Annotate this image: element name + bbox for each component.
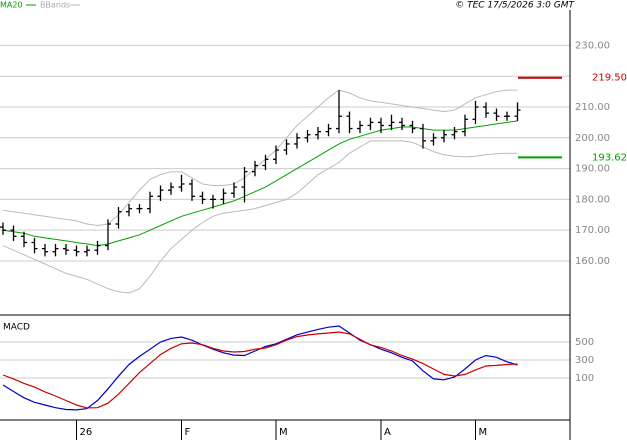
y-tick-label: 100 [575,373,594,384]
y-tick-label: 200.00 [575,133,610,144]
price-marker-label: 219.50 [592,73,627,84]
x-tick-label: M [479,427,488,438]
price-marker-bg [572,70,626,85]
x-tick-label: 26 [80,427,93,438]
source: © TEC 17/5/2026 3:0 GMT [455,1,575,11]
y-tick-label: 230.00 [575,40,610,51]
macd-line [2,331,518,409]
x-tick-label: A [384,427,391,438]
ma20-line [2,120,518,247]
y-tick-label: 180.00 [575,194,610,205]
y-tick-label: 160.00 [575,256,610,267]
macd-title: MACD [3,323,30,333]
bband-lower [2,140,518,294]
price-marker-label: 193.62 [592,152,627,163]
y-tick-label: 170.00 [575,225,610,236]
y-tick-label: 300 [575,355,594,366]
price-marker-bg [572,150,626,165]
x-tick-label: F [185,427,191,438]
x-tick-label: M [279,427,288,438]
y-tick-label: 500 [575,337,594,348]
bband-upper [2,89,518,227]
legend-bbands: BBands [40,1,70,10]
legend-ma20: MA20 [0,1,23,10]
y-tick-label: 190.00 [575,164,610,175]
y-tick-label: 210.00 [575,102,610,113]
